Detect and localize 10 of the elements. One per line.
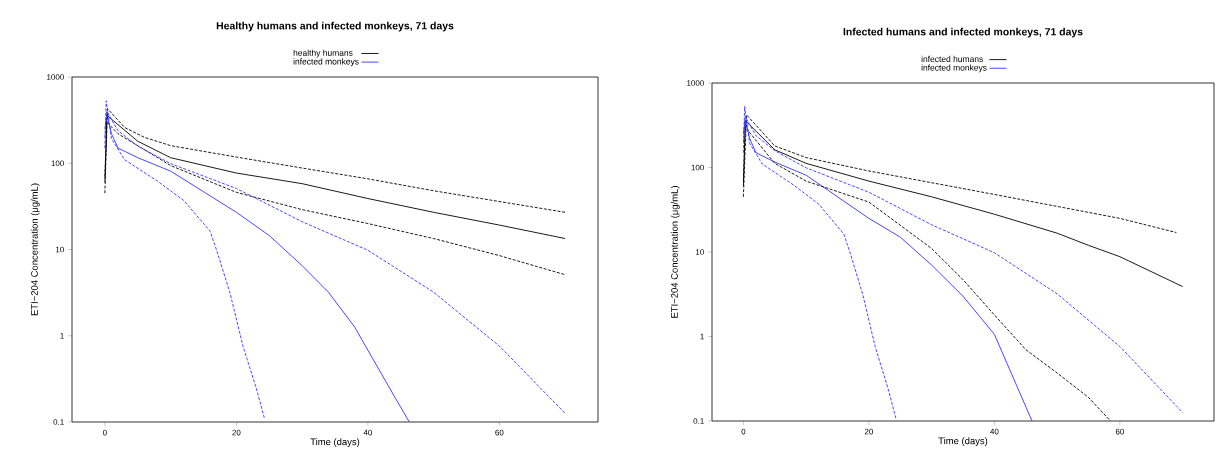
chart-title: Infected humans and infected monkeys, 71 days: [843, 27, 1083, 38]
legend-label: infected monkeys: [293, 58, 359, 67]
chart-title: Healthy humans and infected monkeys, 71 days: [216, 21, 454, 32]
legend-label: infected monkeys: [921, 64, 987, 73]
legend-label: healthy humans: [293, 49, 353, 58]
y-axis-title: ETI−204 Concentration (μg/mL): [670, 186, 680, 318]
x-axis-title: Time (days): [938, 437, 988, 447]
y-axis-title: ETI−204 Concentration (μg/mL): [30, 183, 40, 316]
x-axis-title: Time (days): [310, 438, 360, 448]
legend-label: infected humans: [921, 55, 983, 63]
